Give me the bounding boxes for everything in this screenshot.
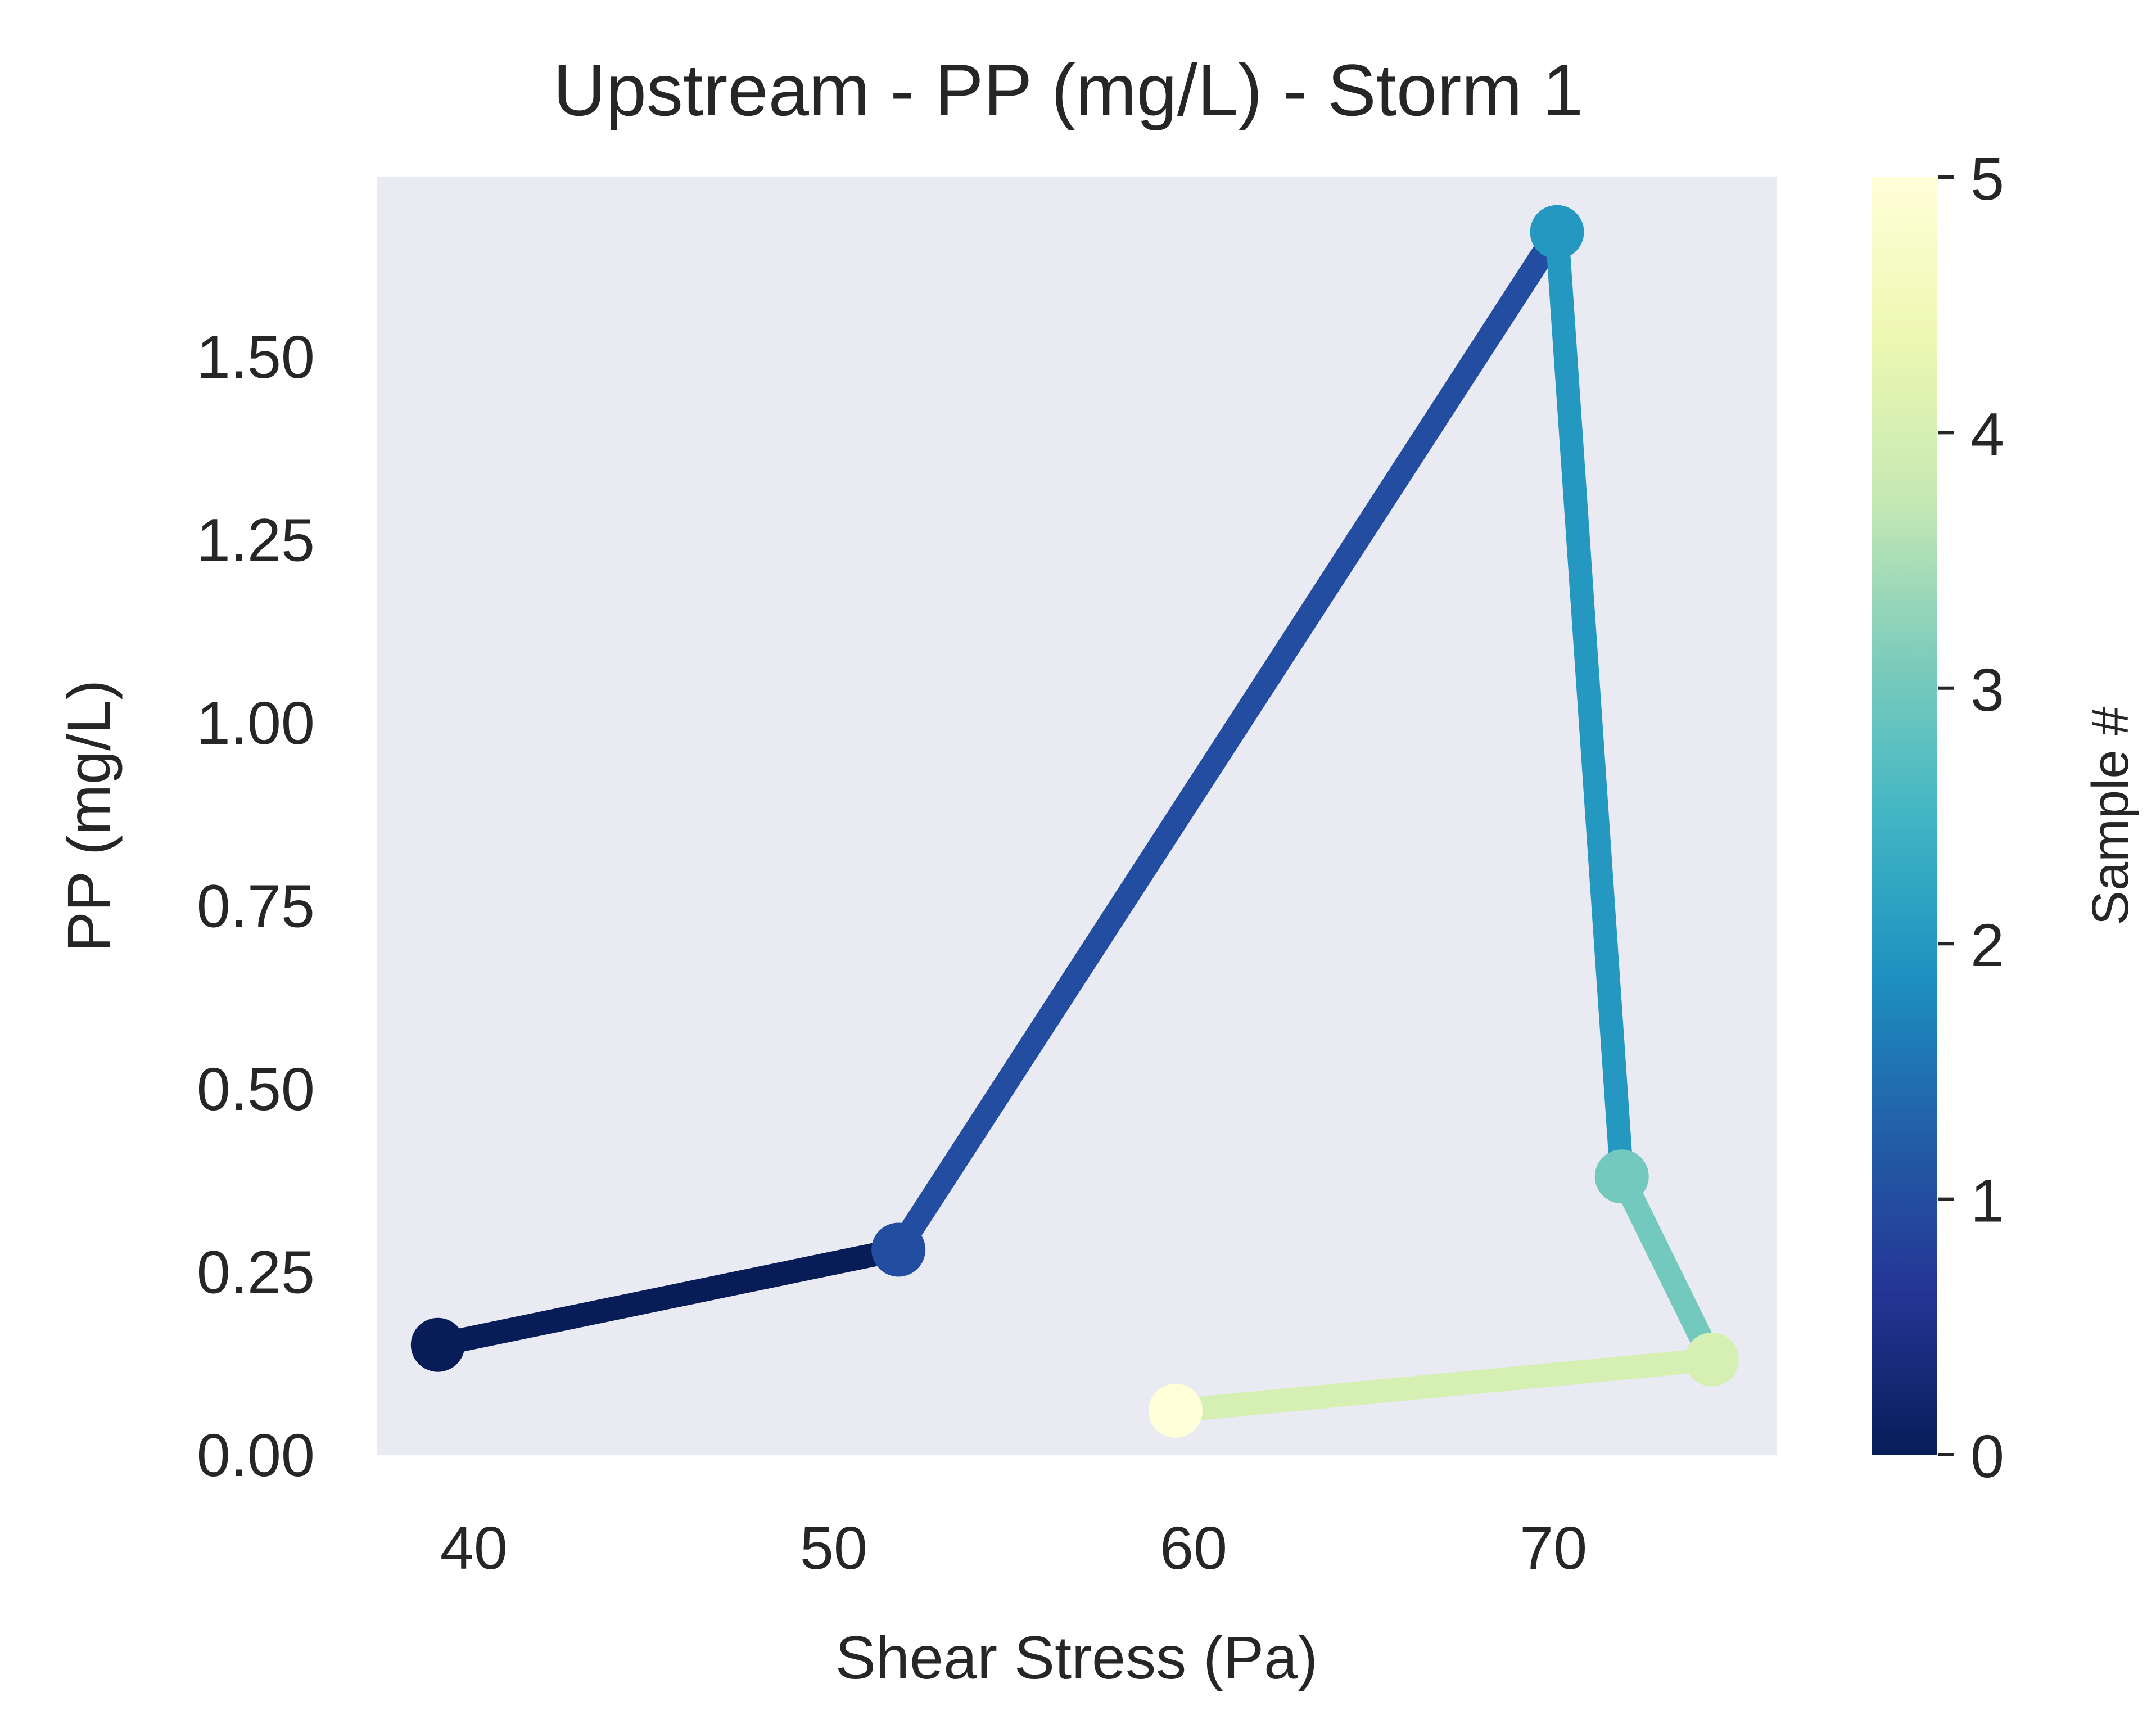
- series-segment: [1174, 1347, 1713, 1423]
- x-axis-ticks: 40 50 60 70: [440, 1514, 1587, 1582]
- y-axis-label: PP (mg/L): [55, 680, 123, 952]
- colorbar-tick-label: 5: [1970, 145, 2004, 213]
- data-point: [1684, 1332, 1739, 1387]
- series-segment: [1545, 231, 1634, 1177]
- y-tick-label: 1.50: [197, 323, 315, 391]
- series-segment: [888, 225, 1567, 1256]
- y-tick-label: 0.00: [197, 1421, 315, 1489]
- data-point: [410, 1317, 465, 1372]
- colorbar-tick-label: 1: [1970, 1167, 2004, 1235]
- series-segment: [435, 1238, 901, 1357]
- x-axis-label: Shear Stress (Pa): [835, 1623, 1318, 1691]
- x-tick-label: 50: [800, 1514, 867, 1582]
- y-axis-ticks: 0.00 0.25 0.50 0.75 1.00 1.25 1.50: [197, 323, 315, 1489]
- series-segment: [1611, 1171, 1723, 1365]
- x-tick-label: 60: [1160, 1514, 1227, 1582]
- data-point: [1530, 205, 1584, 259]
- series-line: [435, 225, 1723, 1423]
- data-point: [1149, 1383, 1203, 1438]
- y-tick-label: 1.25: [197, 506, 315, 574]
- x-tick-label: 40: [440, 1514, 508, 1582]
- colorbar-label: Sample #: [2082, 707, 2139, 926]
- colorbar-tick-label: 0: [1970, 1422, 2004, 1490]
- plot-area: [377, 177, 1777, 1455]
- series-markers: [410, 205, 1739, 1438]
- y-tick-label: 0.50: [197, 1055, 315, 1123]
- chart-title: Upstream - PP (mg/L) - Storm 1: [553, 49, 1583, 131]
- y-tick-label: 1.00: [197, 689, 315, 757]
- colorbar: [1872, 177, 1937, 1455]
- colorbar-tick-label: 3: [1970, 656, 2004, 724]
- colorbar-ticks: 0 1 2 3 4 5: [1938, 145, 2004, 1490]
- colorbar-tick-label: 4: [1970, 400, 2004, 468]
- x-tick-label: 70: [1520, 1514, 1587, 1582]
- colorbar-tick-label: 2: [1970, 911, 2004, 979]
- data-point: [871, 1222, 926, 1277]
- data-point: [1594, 1149, 1649, 1204]
- y-tick-label: 0.25: [197, 1238, 315, 1306]
- y-tick-label: 0.75: [197, 872, 315, 940]
